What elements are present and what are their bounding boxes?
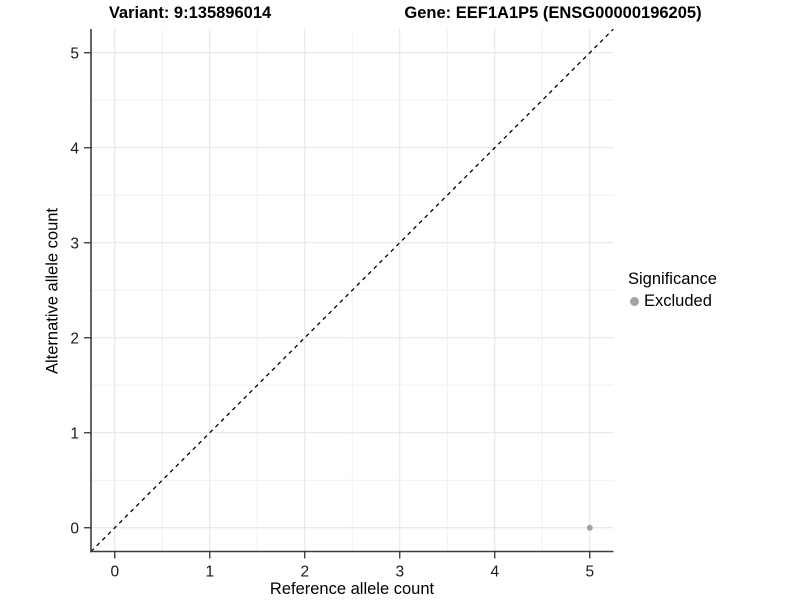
y-tick-label: 5	[70, 45, 79, 62]
x-axis-label: Reference allele count	[269, 580, 435, 598]
data-point	[586, 524, 593, 531]
x-tick-label: 3	[395, 564, 404, 581]
y-tick-label: 4	[70, 140, 79, 157]
excluded-point-icon	[630, 297, 639, 306]
y-tick-label: 1	[70, 425, 79, 442]
x-tick-label: 5	[585, 564, 594, 581]
legend-title: Significance	[628, 270, 717, 288]
x-tick-label: 0	[110, 564, 119, 581]
x-tick-label: 1	[205, 564, 214, 581]
legend-entry-excluded: Excluded	[628, 292, 717, 311]
y-tick-label: 0	[70, 520, 79, 537]
y-tick-label: 3	[70, 235, 79, 252]
plot-title-gene: Gene: EEF1A1P5 (ENSG00000196205)	[404, 4, 702, 22]
plot-title-variant: Variant: 9:135896014	[108, 4, 272, 22]
identity-line	[91, 29, 614, 552]
x-tick-label: 2	[300, 564, 309, 581]
legend-entry-label: Excluded	[644, 292, 712, 310]
legend: Significance Excluded	[628, 270, 717, 311]
x-tick-label: 4	[490, 564, 499, 581]
y-tick-label: 2	[70, 330, 79, 347]
y-axis-label: Alternative allele count	[43, 207, 62, 375]
